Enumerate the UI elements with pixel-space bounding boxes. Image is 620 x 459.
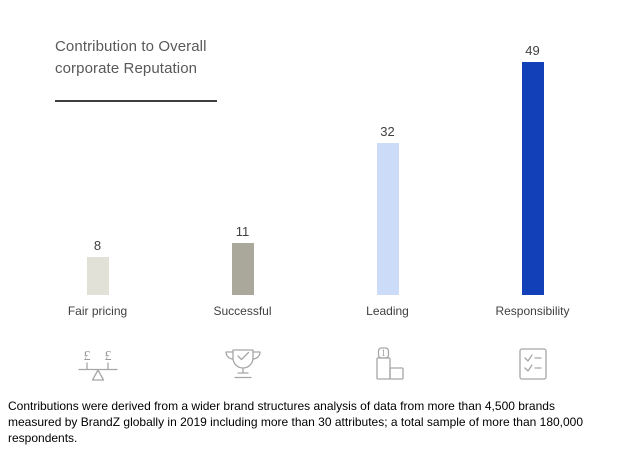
chart-column-fair-pricing: 8 Fair pricing £ £ (25, 42, 170, 386)
bar-value-label: 49 (525, 43, 540, 58)
bar-value-label: 32 (380, 124, 395, 139)
bar-value-label: 8 (93, 238, 102, 253)
bar-fair-pricing (86, 257, 109, 295)
bar-category-label: Fair pricing (67, 304, 128, 318)
bar-value-label: 11 (235, 224, 250, 239)
bar-area: 32 (315, 42, 460, 295)
checklist-icon (509, 344, 557, 386)
bar-successful (231, 243, 254, 295)
chart-column-responsibility: 49 Responsibility (460, 42, 605, 386)
trophy-check-icon (219, 344, 267, 386)
bar-category-label: Successful (213, 304, 272, 318)
bar-category-label: Leading (366, 304, 409, 318)
bar-chart: 8 Fair pricing £ £ 11 Successful (25, 42, 605, 386)
title-underline (55, 100, 217, 102)
svg-text:£: £ (104, 349, 111, 364)
chart-column-leading: 32 Leading 1 (315, 42, 460, 386)
bar-area: 11 (170, 42, 315, 295)
podium-first-place-icon: 1 (364, 344, 412, 386)
bar-leading (376, 143, 399, 295)
svg-text:1: 1 (381, 348, 386, 358)
chart-title: Contribution to Overall corporate Reputa… (55, 38, 207, 77)
bar-area: 49 (460, 42, 605, 295)
svg-text:£: £ (83, 349, 90, 364)
footnote-text: Contributions were derived from a wider … (8, 399, 584, 445)
bar-responsibility (521, 62, 544, 295)
balance-scale-pounds-icon: £ £ (74, 344, 122, 386)
bar-area: 8 (25, 42, 170, 295)
bar-category-label: Responsibility (495, 304, 570, 318)
chart-column-successful: 11 Successful (170, 42, 315, 386)
